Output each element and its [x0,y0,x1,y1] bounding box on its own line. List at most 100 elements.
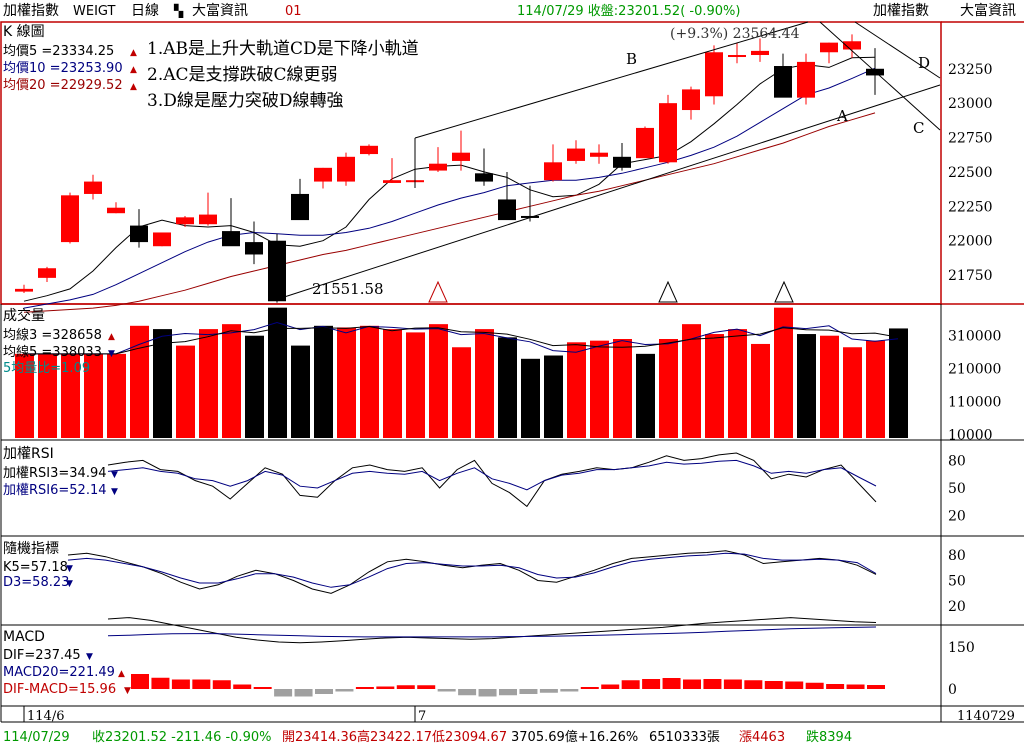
volume-bar [705,334,724,438]
volume-bar [590,340,609,438]
ma10-line [23,67,876,309]
status-up-count: 漲4463 [739,730,785,745]
kline-ytick-label: 22500 [948,165,993,181]
volume-bar [452,347,471,438]
kline-ytick-label: 21750 [948,268,993,284]
macd-osc-bar [458,689,477,696]
candle-body [843,41,861,50]
volume-bar [153,329,172,438]
status-down-count: 跌8394 [806,729,852,745]
candle-body [268,240,286,302]
ma20-line [23,112,876,313]
volume-bar [820,335,839,438]
candle-body [659,103,677,163]
header-right-index: 加權指數 [873,3,929,19]
macd-osc-bar [376,686,395,689]
up-arrow-icon: ▲ [108,332,115,342]
triangle-marker [774,280,794,303]
candle-body [613,156,631,168]
rsi-ytick-label: 80 [948,453,966,469]
status-amount: 3705.69億+16.26% [511,729,638,745]
candle-body [521,215,539,218]
candle-body [682,89,700,111]
x-axis: 114/6 7 1140729 [23,706,1015,724]
macd-osc-bar [601,684,620,689]
volume-bar [498,337,517,438]
candle-body [107,207,125,214]
candle-body [199,214,217,225]
triangle-marker [658,280,678,303]
candle-body [820,42,838,53]
candle-body [774,66,792,98]
volume-bar [337,327,356,438]
kd-legend: 隨機指標 K5=57.18 ▼ D3=58.23 ▼ [3,541,73,590]
macd-osc-bar [703,679,722,689]
candle-body [544,162,562,181]
rsi-legend: 加權RSI 加權RSI3=34.94 ▼ 加權RSI6=52.14 ▼ [3,446,118,498]
kline-ma-lines [23,56,876,313]
trend-line-AC [274,84,941,301]
volume-bar [866,340,885,438]
note-line-2: 2.AC是支撐跌破C線更弱 [147,65,338,85]
candle-body [176,217,194,225]
macd-ytick-label: 150 [948,640,975,656]
dif-line [107,617,877,644]
macd-osc-bar [233,684,252,689]
ma10-label: 均價10 =23253.90 [3,61,123,76]
down-arrow-icon: ▼ [111,487,118,497]
kline-ytick-label: 23250 [948,62,993,78]
macd-osc-bar [212,680,231,689]
up-arrow-icon: ▲ [118,669,125,679]
candle-body [360,145,378,155]
volume-bar [889,328,908,438]
trend-label-B: B [626,50,637,68]
header-period: 日線 [131,3,159,19]
volume-bar [360,325,379,438]
rsi-ytick-label: 20 [948,509,966,525]
candle-body [153,232,171,247]
kline-ytick-label: 22750 [948,131,993,147]
volume-ytick-label: 10000 [948,428,993,444]
header-index-name: 加權指數 [3,3,59,19]
macd-legend: MACD DIF=237.45 ▼ MACD20=221.49 ▲ DIF-MA… [3,629,131,697]
kd-ytick-label: 80 [948,548,966,564]
k5-line [67,550,877,594]
grid-icon[interactable]: ▚ [173,3,184,18]
high-price-label: (+9.3%) 23564.44 [670,26,800,42]
macd-osc-bar [580,687,599,689]
volume-bar [61,353,80,438]
volume-bar [245,335,264,438]
volume-ytick-label: 310000 [948,329,1001,345]
macd-osc-bar [867,685,885,689]
candle-body [383,180,401,183]
down-arrow-icon: ▼ [66,579,73,589]
macd-osc-bar [683,679,701,689]
x-label-left: 114/6 [27,709,64,724]
macd-osc-bars [131,674,885,697]
volume-bar [797,334,816,438]
macd-osc-bar [274,689,293,697]
macd-osc-bar [171,679,190,689]
candle-body [61,195,79,243]
rsi13-label: 加權RSI3=34.94 [3,466,107,481]
volume-bar [291,345,310,438]
candle-body [590,152,608,157]
volume-ma-lines [24,321,899,355]
header-right-vendor: 大富資訊 [960,2,1016,19]
rsi-yaxis: 20 50 80 [948,453,966,524]
down-arrow-icon: ▼ [111,470,118,480]
volume-bar [774,307,793,438]
macd-osc-bar [785,681,804,689]
candle-body [567,148,585,161]
candle-body [15,288,33,292]
volume-bar [728,329,747,438]
volume-bar [176,345,195,438]
ma5-label: 均價5 =23334.25 [3,44,114,59]
status-ohl: 開23414.36高23422.17低23094.67 [282,729,507,745]
macd-osc-bar [662,678,681,689]
macd-yaxis: 0 150 [948,640,975,698]
macd-osc-bar [335,689,354,692]
trend-line-D [854,21,941,79]
macd-osc-bar [192,679,211,689]
candle-body [84,181,102,194]
